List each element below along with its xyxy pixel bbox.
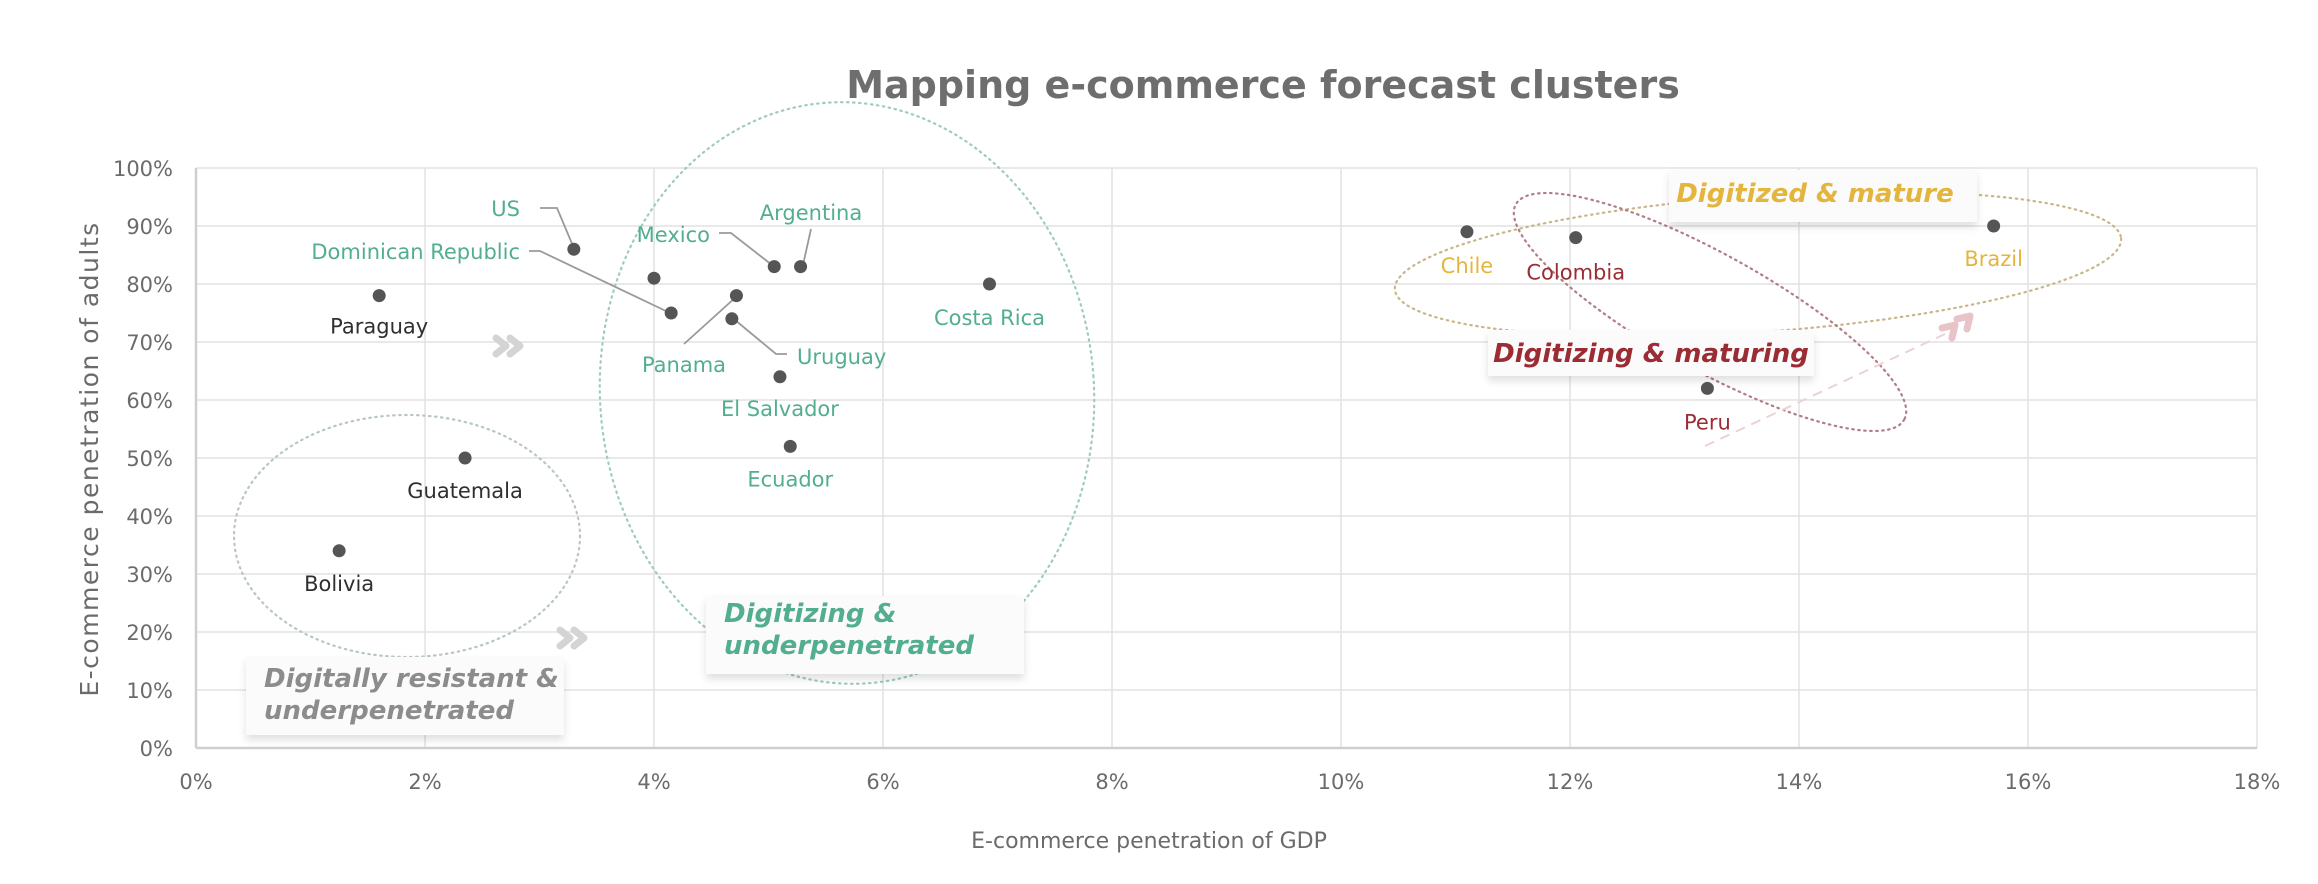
x-tick-label: 8% bbox=[1095, 770, 1128, 794]
leader-line-panama bbox=[683, 296, 737, 345]
point-label-mexico: Mexico bbox=[637, 223, 710, 247]
x-tick-label: 2% bbox=[408, 770, 441, 794]
point-labels: Paraguay Guatemala Bolivia US Dominican Repu… bbox=[304, 197, 2023, 596]
data-point-brazil bbox=[1987, 219, 2001, 233]
point-label-costa-rica: Costa Rica bbox=[934, 306, 1045, 330]
x-axis-title: E-commerce penetration of GDP bbox=[971, 829, 1327, 854]
point-label-dominican-republic: Dominican Republic bbox=[311, 240, 520, 264]
x-tick-label: 10% bbox=[1318, 770, 1365, 794]
cluster-label-resistant: Digitally resistant & underpenetrated bbox=[246, 657, 564, 735]
data-point-el-salvador bbox=[773, 370, 787, 384]
data-point-peru bbox=[1700, 381, 1714, 395]
y-tick-label: 0% bbox=[140, 737, 173, 761]
data-point-paraguay bbox=[372, 289, 386, 303]
chevron-icon bbox=[492, 334, 524, 358]
cluster-label-line1: Digitized & mature bbox=[1676, 179, 1954, 209]
point-label-guatemala: Guatemala bbox=[407, 479, 523, 503]
y-tick-label: 40% bbox=[126, 505, 173, 529]
data-point-chile bbox=[1460, 225, 1474, 239]
point-label-argentina: Argentina bbox=[760, 201, 862, 225]
point-label-bolivia: Bolivia bbox=[304, 572, 374, 596]
data-point-dominican-republic bbox=[664, 306, 678, 320]
y-axis-title: E-commerce penetration of adults bbox=[75, 221, 104, 696]
point-label-panama: Panama bbox=[642, 353, 726, 377]
x-tick-label: 18% bbox=[2234, 770, 2281, 794]
data-point-argentina bbox=[794, 260, 808, 274]
gridlines bbox=[196, 167, 2258, 748]
cluster-ellipse-underpenetrated bbox=[598, 101, 1096, 685]
point-label-colombia: Colombia bbox=[1526, 261, 1625, 285]
cluster-label-maturing: Digitizing & maturing bbox=[1488, 330, 1814, 376]
cluster-label-line1: Digitizing & maturing bbox=[1493, 339, 1809, 369]
leader-line-argentina bbox=[802, 228, 812, 266]
data-points bbox=[332, 219, 2001, 558]
data-point-us bbox=[567, 242, 581, 256]
data-point-costa-rica bbox=[982, 277, 996, 291]
y-tick-label: 80% bbox=[126, 273, 173, 297]
data-point-guatemala bbox=[458, 451, 472, 465]
data-point-colombia bbox=[1569, 231, 1583, 245]
x-tick-label: 14% bbox=[1776, 770, 1823, 794]
cluster-label-box bbox=[1488, 330, 1814, 376]
cluster-ellipse-resistant bbox=[232, 413, 582, 659]
leader-lines bbox=[529, 207, 812, 355]
data-point-uruguay bbox=[725, 312, 739, 326]
point-label-uruguay: Uruguay bbox=[797, 345, 886, 369]
axes: 0% 10% 20% 30% 40% 50% 60% 70% 80% 90% 100% 0% 2% 4% 6… bbox=[113, 157, 2280, 794]
progression-arrow-1 bbox=[492, 334, 524, 358]
cluster-label-box bbox=[246, 657, 564, 735]
x-tick-label: 4% bbox=[637, 770, 670, 794]
leader-line-mexico bbox=[719, 232, 773, 266]
leader-line-us bbox=[540, 207, 574, 247]
point-label-brazil: Brazil bbox=[1964, 247, 2023, 271]
x-tick-label: 12% bbox=[1547, 770, 1594, 794]
cluster-label-line2: underpenetrated bbox=[724, 631, 974, 661]
data-point-unlabeled bbox=[647, 271, 661, 285]
cluster-label-line1: Digitizing & bbox=[724, 599, 896, 629]
y-tick-label: 30% bbox=[126, 563, 173, 587]
chart-title: Mapping e-commerce forecast clusters bbox=[846, 63, 1680, 107]
x-tick-label: 0% bbox=[179, 770, 212, 794]
data-point-mexico bbox=[767, 260, 781, 274]
y-tick-label: 100% bbox=[113, 157, 173, 181]
progression-arrow-2 bbox=[556, 626, 588, 650]
point-label-peru: Peru bbox=[1684, 410, 1731, 434]
cluster-label-mature: Digitized & mature bbox=[1669, 170, 1977, 222]
data-point-bolivia bbox=[332, 544, 346, 558]
y-tick-label: 20% bbox=[126, 621, 173, 645]
point-label-el-salvador: El Salvador bbox=[721, 397, 839, 421]
cluster-label-line1: Digitally resistant & bbox=[264, 664, 559, 694]
cluster-label-underpenetrated: Digitizing & underpenetrated bbox=[706, 596, 1024, 674]
point-label-paraguay: Paraguay bbox=[330, 315, 428, 339]
cluster-label-line2: underpenetrated bbox=[264, 696, 514, 726]
data-point-ecuador bbox=[783, 439, 797, 453]
progression-arrow-3 bbox=[1704, 312, 1974, 447]
chevron-icon bbox=[1938, 312, 1974, 342]
y-tick-label: 90% bbox=[126, 215, 173, 239]
data-point-panama bbox=[729, 289, 743, 303]
y-tick-label: 60% bbox=[126, 389, 173, 413]
point-label-ecuador: Ecuador bbox=[747, 467, 833, 491]
cluster-label-box bbox=[706, 596, 1024, 674]
y-tick-label: 50% bbox=[126, 447, 173, 471]
y-tick-label: 70% bbox=[126, 331, 173, 355]
leader-line-uruguay bbox=[734, 319, 787, 355]
cluster-label-box bbox=[1669, 170, 1977, 222]
point-label-chile: Chile bbox=[1441, 254, 1494, 278]
y-tick-label: 10% bbox=[126, 679, 173, 703]
x-tick-label: 6% bbox=[866, 770, 899, 794]
chevron-icon bbox=[556, 626, 588, 650]
leader-line-dominican-republic bbox=[529, 250, 669, 313]
x-tick-label: 16% bbox=[2005, 770, 2052, 794]
point-label-us: US bbox=[491, 197, 520, 221]
